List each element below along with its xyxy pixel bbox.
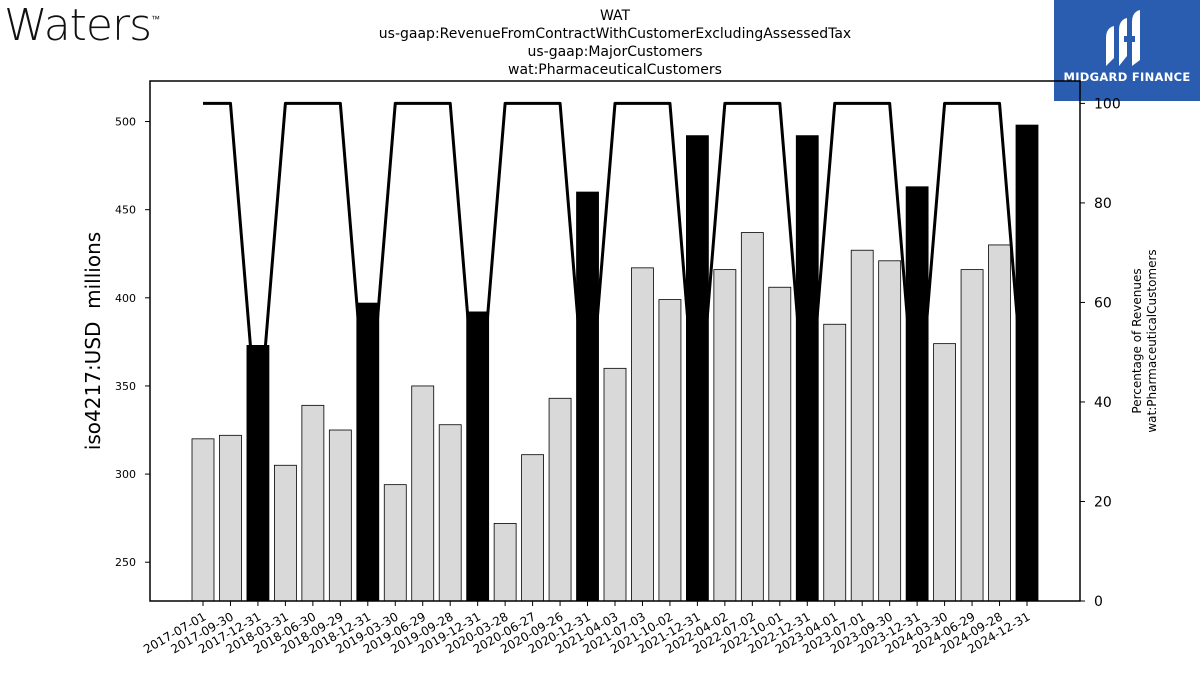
bar-2021-10-02 (658, 299, 682, 602)
y-axis-label: iso4217:USD millions (81, 232, 105, 450)
bar-2023-04-01 (823, 323, 847, 602)
title-line-concept: us-gaap:RevenueFromContractWithCustomerE… (378, 26, 852, 42)
bar-2018-03-31 (273, 464, 297, 602)
bar-2022-04-02 (713, 269, 737, 602)
chart-title: WAT us-gaap:RevenueFromContractWithCusto… (365, 7, 865, 79)
midgard-finance-badge: MIDGARD FINANCE (1054, 0, 1200, 101)
bar-2023-07-01 (850, 249, 874, 602)
y2-tick-label-40: 40 (1094, 395, 1112, 411)
y2-tick-label-80: 80 (1094, 196, 1112, 212)
bar-2020-03-28 (493, 523, 517, 602)
y-tick-label-450: 450 (115, 204, 136, 217)
y-tick-label-500: 500 (115, 116, 136, 129)
bar-2020-12-31 (576, 191, 599, 602)
y2-tick-label-100: 100 (1094, 96, 1121, 112)
y-tick-label-400: 400 (115, 292, 136, 305)
bar-2017-07-01 (191, 438, 215, 602)
y2-tick-label-60: 60 (1094, 295, 1112, 311)
pharma-percentage-line (203, 101, 1029, 439)
title-line-member: wat:PharmaceuticalCustomers (508, 62, 722, 78)
y2-tick-label-0: 0 (1094, 594, 1103, 610)
title-line-ticker: WAT (599, 8, 631, 24)
y-tick-label-250: 250 (115, 556, 136, 569)
bar-2024-09-28 (988, 244, 1011, 602)
bar-2024-12-31 (1015, 124, 1039, 602)
bar-2022-07-02 (740, 232, 764, 602)
y2-axis-label-line-0: Percentage of Revenues (1130, 268, 1144, 413)
y2-tick-label-20: 20 (1094, 494, 1112, 510)
bar-2020-06-27 (521, 454, 544, 602)
bar-2024-06-29 (960, 269, 984, 602)
bar-2019-03-30 (383, 484, 407, 602)
bar-2022-12-31 (795, 135, 819, 602)
midgard-finance-text: MIDGARD FINANCE (1063, 70, 1191, 84)
bar-2021-12-31 (686, 135, 709, 602)
bar-2017-12-31 (246, 345, 270, 602)
bar-2021-07-03 (631, 267, 654, 602)
bar-2020-09-26 (548, 397, 572, 602)
y-tick-label-300: 300 (115, 468, 136, 481)
waters-logo: Waters™ (4, 0, 160, 51)
bar-2018-09-29 (328, 429, 352, 602)
bar-2024-03-30 (933, 343, 956, 602)
y2-axis-label-line-1: wat:PharmaceuticalCustomers (1145, 249, 1159, 432)
bar-2017-09-30 (219, 434, 242, 602)
bar-2018-06-30 (301, 404, 325, 602)
bar-2019-09-28 (438, 424, 462, 602)
title-line-axis: us-gaap:MajorCustomers (527, 44, 703, 60)
bar-2021-04-03 (603, 367, 627, 602)
bar-2019-06-29 (411, 385, 435, 602)
midgard-logo-icon (1106, 10, 1140, 66)
y-tick-label-350: 350 (115, 380, 136, 393)
bar-2022-10-01 (768, 286, 792, 602)
bar-2023-09-30 (878, 260, 902, 602)
bar-2023-12-31 (905, 186, 929, 602)
